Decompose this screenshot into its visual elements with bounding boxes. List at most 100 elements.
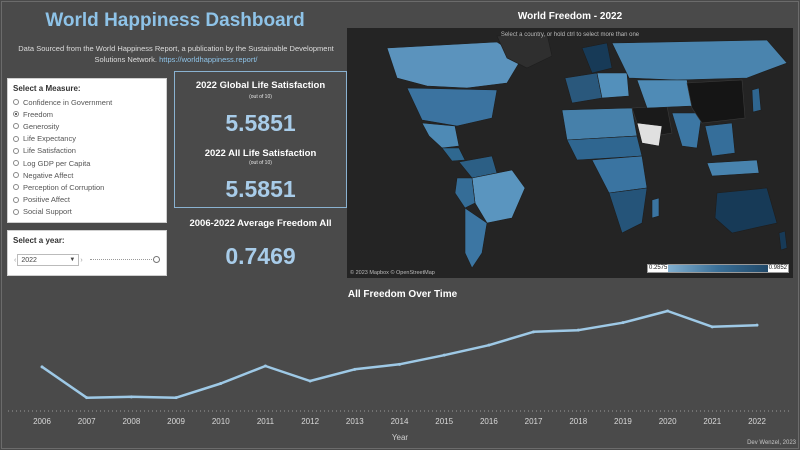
freedom-line-chart[interactable]: 2006 2007 2008 2009 2010 2011 2012 2013 2014 2015… <box>0 300 800 450</box>
map-attribution[interactable]: © 2023 Mapbox © OpenStreetMap <box>350 270 435 276</box>
radio-button-icon[interactable] <box>13 147 19 154</box>
measure-option[interactable]: Negative Affect <box>13 169 161 181</box>
global-satisfaction-sub: (out of 10) <box>249 94 272 100</box>
measure-option-label: Negative Affect <box>23 170 74 180</box>
map-region-peru-bolivia[interactable] <box>454 177 476 209</box>
radio-button-icon[interactable] <box>13 196 19 203</box>
dashboard-title: World Happiness Dashboard <box>45 10 305 31</box>
year-slider-handle[interactable] <box>152 256 160 263</box>
radio-button-icon[interactable] <box>13 111 19 118</box>
next-year-arrow-icon[interactable]: › <box>80 256 83 264</box>
year-dropdown[interactable]: 2022 ▼ <box>17 254 80 266</box>
map-region-southern-africa[interactable] <box>608 187 648 234</box>
map-region-australia[interactable] <box>714 187 778 234</box>
measure-heading: Select a Measure: <box>13 84 81 93</box>
x-tick-label: 2015 <box>435 417 453 426</box>
prev-year-arrow-icon[interactable]: ‹ <box>14 256 17 264</box>
year-slider[interactable] <box>89 255 160 265</box>
source-link[interactable]: https://worldhappiness.report/ <box>159 55 258 64</box>
data-point-2018[interactable] <box>576 328 580 332</box>
data-point-2015[interactable] <box>442 353 446 357</box>
radio-button-icon[interactable] <box>13 160 19 167</box>
map-region-sahel[interactable] <box>566 135 643 161</box>
x-tick-label: 2007 <box>78 417 96 426</box>
data-point-2016[interactable] <box>487 343 491 347</box>
data-point-2021[interactable] <box>710 325 714 329</box>
map-region-indonesia[interactable] <box>706 159 760 177</box>
map-region-japan[interactable] <box>751 87 762 113</box>
data-point-2020[interactable] <box>666 309 670 313</box>
data-point-2011[interactable] <box>263 364 267 368</box>
year-controls: ‹ 2022 ▼ › <box>13 253 161 267</box>
measure-list: Confidence in Government Freedom Generosit… <box>13 96 161 218</box>
year-heading: Select a year: <box>13 236 65 245</box>
measure-option-label: Confidence in Government <box>23 97 113 107</box>
data-point-2019[interactable] <box>621 321 625 325</box>
data-point-2007[interactable] <box>85 396 89 400</box>
x-tick-label: 2012 <box>301 417 319 426</box>
radio-button-icon[interactable] <box>13 99 19 106</box>
data-point-2012[interactable] <box>308 379 312 383</box>
measure-option-label: Life Satisfaction <box>23 146 76 156</box>
measure-option[interactable]: Freedom <box>13 108 161 120</box>
map-region-mexico[interactable] <box>421 122 460 149</box>
map-region-central-america[interactable] <box>441 147 466 162</box>
measure-option-label: Log GDP per Capita <box>23 158 91 168</box>
map-region-usa[interactable] <box>406 87 498 127</box>
freedom-series-line[interactable] <box>41 309 758 399</box>
global-satisfaction-label: 2022 Global Life Satisfaction <box>195 80 326 91</box>
data-point-2017[interactable] <box>532 330 536 334</box>
line-chart-title: All Freedom Over Time <box>347 289 458 300</box>
map-region-greenland[interactable] <box>496 33 553 69</box>
data-point-2022[interactable] <box>755 323 759 327</box>
map-title: World Freedom - 2022 <box>517 11 623 22</box>
average-freedom-label: 2006-2022 Average Freedom All <box>189 218 332 229</box>
data-point-2014[interactable] <box>398 362 401 366</box>
measure-option[interactable]: Social Support <box>13 206 161 218</box>
map-region-china[interactable] <box>686 79 746 124</box>
data-point-2006[interactable] <box>40 365 44 369</box>
map-shapes[interactable] <box>347 28 793 278</box>
measure-option[interactable]: Positive Affect <box>13 194 161 206</box>
map-hint: Select a country, or hold ctrl to select… <box>500 32 640 38</box>
x-tick-label: 2009 <box>167 417 185 426</box>
map-region-india[interactable] <box>671 112 703 149</box>
data-point-2010[interactable] <box>219 382 223 385</box>
map-region-saudi-arabia[interactable] <box>636 122 663 147</box>
life-satisfaction-card: 2022 Global Life Satisfaction (out of 10… <box>174 71 347 208</box>
map-region-new-zealand[interactable] <box>778 230 788 251</box>
data-point-2013[interactable] <box>353 367 357 371</box>
data-point-2009[interactable] <box>174 396 178 400</box>
map-region-russia[interactable] <box>611 39 788 81</box>
measure-option-label: Life Expectancy <box>23 134 76 144</box>
map-region-north-africa[interactable] <box>561 107 638 141</box>
radio-button-icon[interactable] <box>13 184 19 191</box>
x-tick-label: 2006 <box>33 417 51 426</box>
map-region-madagascar[interactable] <box>651 197 660 219</box>
radio-button-icon[interactable] <box>13 135 19 142</box>
map-region-western-europe[interactable] <box>564 72 603 104</box>
measure-option-label: Freedom <box>23 109 54 119</box>
radio-button-icon[interactable] <box>13 208 19 215</box>
map-region-southeast-asia[interactable] <box>704 122 736 157</box>
data-point-2008[interactable] <box>129 395 133 399</box>
measure-option[interactable]: Life Expectancy <box>13 133 161 145</box>
global-satisfaction-value: 5.5851 <box>225 110 296 136</box>
map-region-central-asia[interactable] <box>636 79 693 109</box>
radio-button-icon[interactable] <box>13 123 19 130</box>
measure-option[interactable]: Log GDP per Capita <box>13 157 161 169</box>
measure-option[interactable]: Life Satisfaction <box>13 145 161 157</box>
map-region-eastern-europe[interactable] <box>596 72 630 99</box>
radio-button-icon[interactable] <box>13 172 19 179</box>
map-region-scandinavia[interactable] <box>581 42 613 74</box>
world-freedom-map[interactable]: Select a country, or hold ctrl to select… <box>347 28 793 278</box>
measure-option[interactable]: Perception of Corruption <box>13 181 161 193</box>
x-tick-label: 2016 <box>480 417 498 426</box>
map-region-argentina-chile[interactable] <box>464 207 488 269</box>
x-tick-label: 2018 <box>569 417 587 426</box>
x-tick-label: 2008 <box>122 417 140 426</box>
measure-option[interactable]: Confidence in Government <box>13 96 161 108</box>
measure-option[interactable]: Generosity <box>13 120 161 132</box>
legend-min: 0.2575 <box>648 265 669 272</box>
